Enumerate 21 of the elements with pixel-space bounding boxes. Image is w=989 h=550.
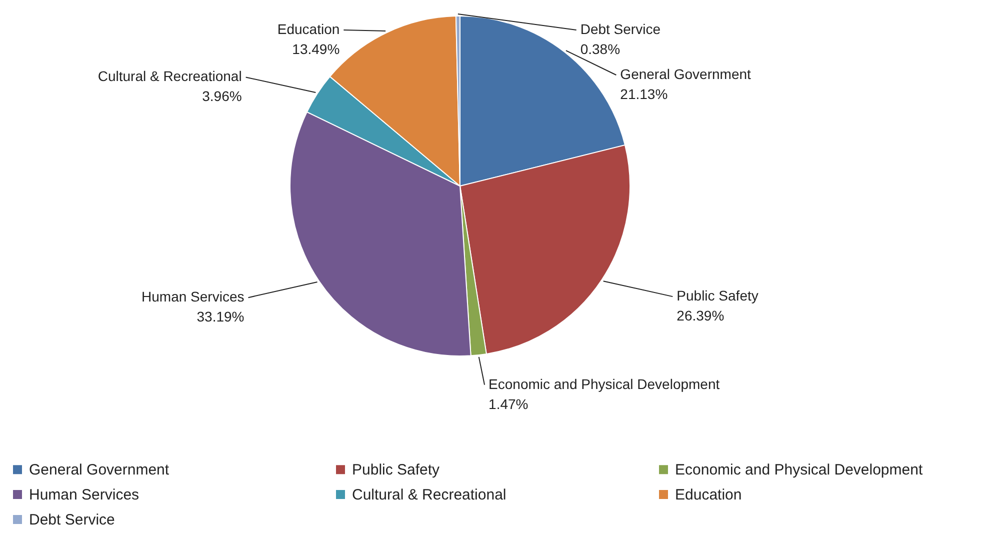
slice-label: Economic and Physical Development xyxy=(488,376,720,392)
legend-label: Cultural & Recreational xyxy=(352,486,506,504)
data-label: 0.38% xyxy=(580,41,620,57)
legend-label: General Government xyxy=(29,462,170,479)
data-label: 21.13% xyxy=(620,86,668,102)
data-label: 1.47% xyxy=(488,396,528,412)
slice-label: Public Safety xyxy=(676,288,758,304)
slice-label: Human Services xyxy=(142,288,244,305)
slice-label: Education xyxy=(277,21,340,37)
data-label: 3.96% xyxy=(202,88,242,104)
data-label: 26.39% xyxy=(676,308,724,324)
slice-label: Debt Service xyxy=(580,21,661,37)
slice-label: Cultural & Recreational xyxy=(98,68,242,84)
legend-label: Human Services xyxy=(29,486,140,504)
legend-label: Public Safety xyxy=(352,462,440,479)
legend-label: Economic and Physical Development xyxy=(675,462,924,479)
data-label: 33.19% xyxy=(196,308,244,325)
slice-label: General Government xyxy=(620,66,752,82)
legend-label: Debt Service xyxy=(29,512,115,528)
data-label: 13.49% xyxy=(292,41,340,57)
legend-label: Education xyxy=(675,486,742,504)
